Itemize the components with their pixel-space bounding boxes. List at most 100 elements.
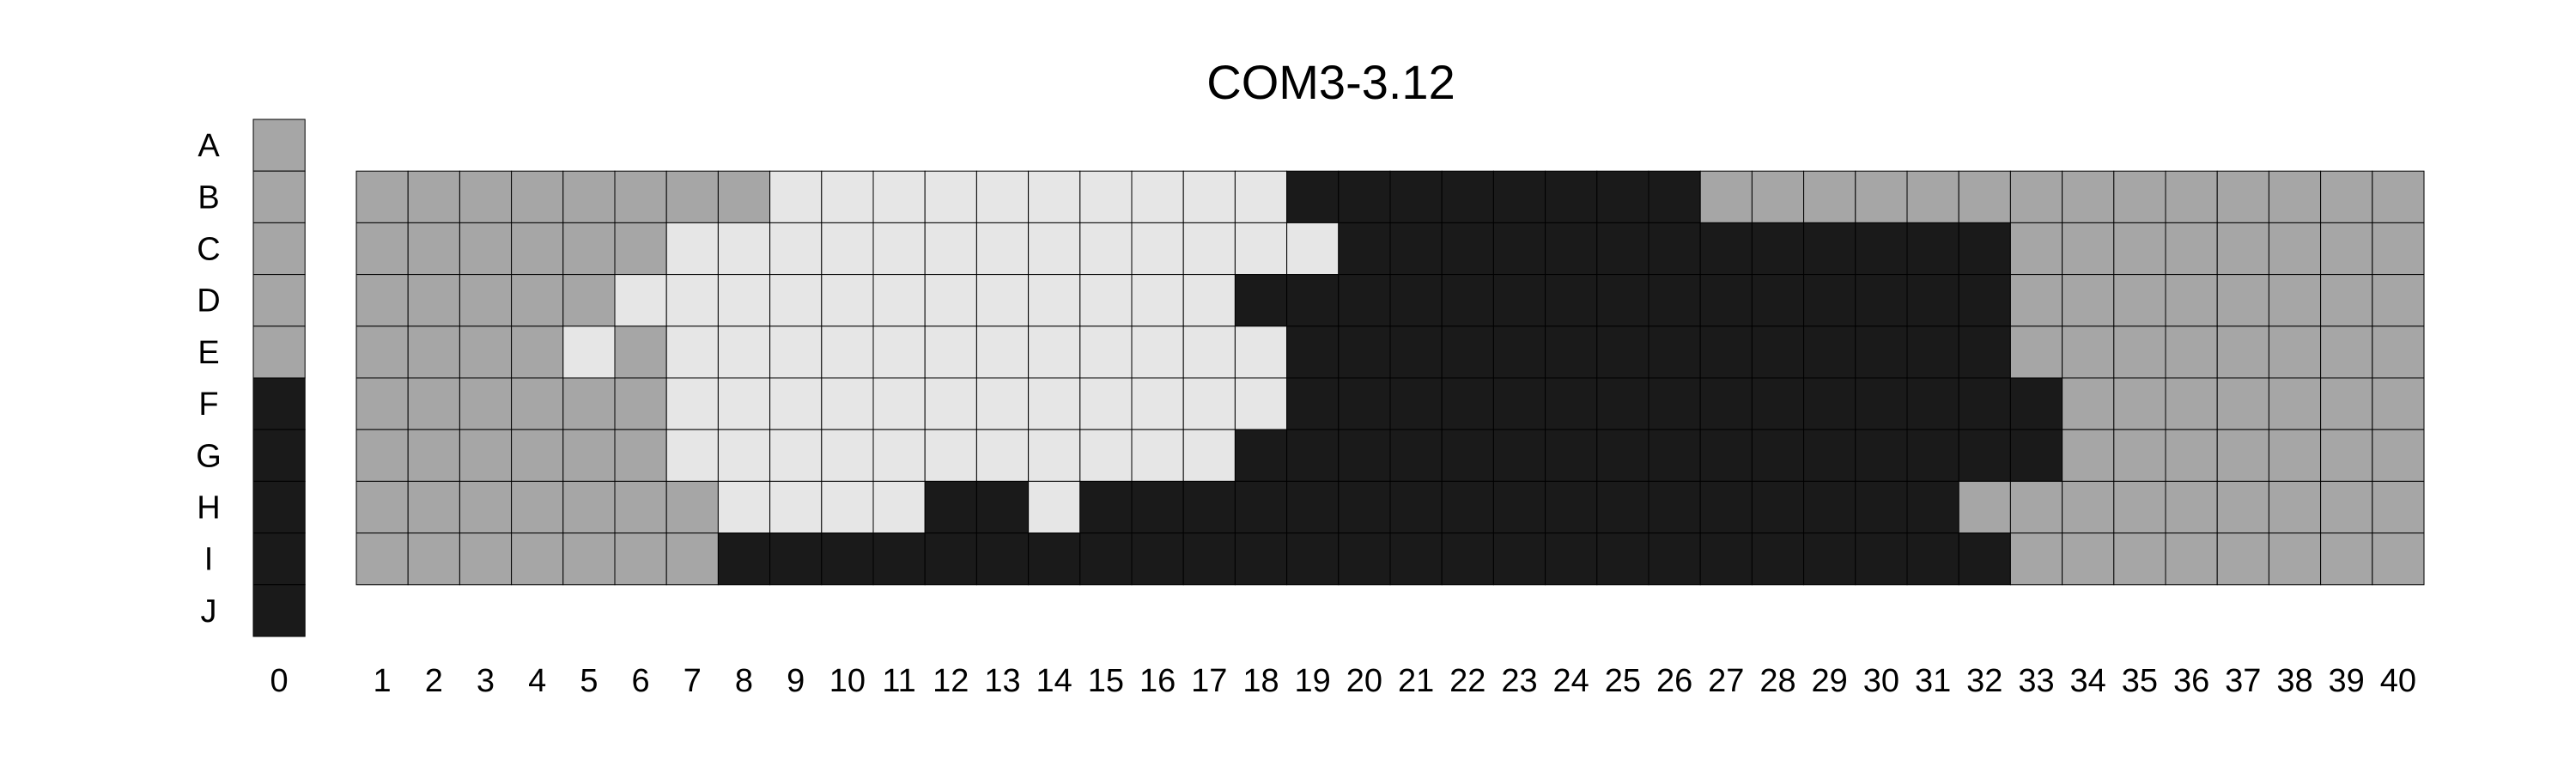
heatmap-cell xyxy=(355,377,409,430)
heatmap-cell xyxy=(821,429,874,482)
heatmap-cell xyxy=(665,377,719,430)
heatmap-cell xyxy=(1855,377,1908,430)
heatmap-cell xyxy=(1079,377,1133,430)
heatmap-cell xyxy=(1751,274,1805,327)
heatmap-cell xyxy=(1958,480,2011,534)
heatmap-cell xyxy=(975,377,1030,430)
chart-title: COM3-3.12 xyxy=(1206,55,1455,109)
heatmap-cell xyxy=(1545,377,1598,430)
heatmap-cell xyxy=(1906,326,1959,379)
x-tick-label: 30 xyxy=(1863,663,1899,699)
column-0-cell xyxy=(252,480,306,534)
heatmap-cell xyxy=(924,533,977,586)
heatmap-cell xyxy=(1596,533,1649,586)
heatmap-cell xyxy=(1751,480,1805,534)
heatmap-cell xyxy=(1286,274,1340,327)
heatmap-cell xyxy=(1906,429,1959,482)
heatmap-cell xyxy=(769,533,823,586)
heatmap-cell xyxy=(717,222,771,276)
heatmap-cell xyxy=(872,222,926,276)
x-tick-label: 0 xyxy=(270,663,289,699)
heatmap-cell xyxy=(1286,429,1340,482)
heatmap-cell xyxy=(1958,533,2011,586)
column-0-cell xyxy=(252,377,306,430)
heatmap-cell xyxy=(665,480,719,534)
heatmap-cell xyxy=(2320,480,2373,534)
heatmap-cell xyxy=(872,326,926,379)
heatmap-cell xyxy=(511,326,564,379)
heatmap-cell xyxy=(872,377,926,430)
heatmap-cell xyxy=(1906,274,1959,327)
x-tick-label: 31 xyxy=(1915,663,1951,699)
heatmap-cell xyxy=(769,429,823,482)
heatmap-cell xyxy=(872,429,926,482)
heatmap-cell xyxy=(1286,480,1340,534)
heatmap-cell xyxy=(1751,222,1805,276)
heatmap-cell xyxy=(1182,222,1236,276)
heatmap-cell xyxy=(1028,480,1081,534)
heatmap-cell xyxy=(1441,429,1494,482)
heatmap-cell xyxy=(2268,222,2322,276)
heatmap-cell xyxy=(407,326,460,379)
x-tick-label: 17 xyxy=(1191,663,1227,699)
heatmap-cell xyxy=(355,222,409,276)
heatmap-cell xyxy=(1699,429,1753,482)
heatmap-cell xyxy=(872,170,926,223)
heatmap-cell xyxy=(717,170,771,223)
heatmap-cell xyxy=(1699,274,1753,327)
heatmap-cell xyxy=(2268,170,2322,223)
x-tick-label: 26 xyxy=(1656,663,1692,699)
heatmap-cell xyxy=(1441,377,1494,430)
heatmap-cell xyxy=(355,480,409,534)
heatmap-cell xyxy=(1545,533,1598,586)
heatmap-cell xyxy=(1389,480,1443,534)
heatmap-cell xyxy=(2268,274,2322,327)
heatmap-cell xyxy=(821,222,874,276)
heatmap-cell xyxy=(2062,170,2115,223)
x-tick-label: 38 xyxy=(2276,663,2312,699)
heatmap-cell xyxy=(1751,533,1805,586)
column-0-cell xyxy=(252,429,306,482)
heatmap-cell xyxy=(459,480,513,534)
heatmap-cell xyxy=(1492,274,1546,327)
heatmap-cell xyxy=(1596,326,1649,379)
heatmap-cell xyxy=(2268,533,2322,586)
heatmap-cell xyxy=(1751,377,1805,430)
heatmap-cell xyxy=(355,429,409,482)
heatmap-cell xyxy=(1131,222,1184,276)
heatmap-cell xyxy=(1389,222,1443,276)
heatmap-grid xyxy=(355,170,2425,586)
heatmap-cell xyxy=(2320,377,2373,430)
x-tick-label: 23 xyxy=(1501,663,1537,699)
heatmap-cell xyxy=(1545,429,1598,482)
heatmap-cell xyxy=(665,170,719,223)
heatmap-cell xyxy=(2268,429,2322,482)
heatmap-cell xyxy=(1028,429,1081,482)
heatmap-cell xyxy=(511,480,564,534)
heatmap-cell xyxy=(665,222,719,276)
heatmap-cell xyxy=(614,377,667,430)
x-tick-label: 34 xyxy=(2070,663,2106,699)
heatmap-cell xyxy=(1338,533,1391,586)
heatmap-cell xyxy=(1389,377,1443,430)
row-label: I xyxy=(204,542,214,578)
heatmap-cell xyxy=(1028,533,1081,586)
heatmap-cell xyxy=(924,480,977,534)
heatmap-cell xyxy=(562,274,616,327)
x-tick-label: 4 xyxy=(528,663,546,699)
heatmap-cell xyxy=(1131,429,1184,482)
heatmap-cell xyxy=(872,480,926,534)
heatmap-cell xyxy=(614,533,667,586)
x-tick-label: 39 xyxy=(2329,663,2365,699)
heatmap-cell xyxy=(614,170,667,223)
heatmap-cell xyxy=(1803,222,1856,276)
heatmap-cell xyxy=(1079,222,1133,276)
heatmap-cell xyxy=(1596,480,1649,534)
heatmap-cell xyxy=(1699,533,1753,586)
heatmap-cell xyxy=(1131,377,1184,430)
heatmap-cell xyxy=(975,222,1030,276)
x-tick-label: 8 xyxy=(735,663,753,699)
heatmap-cell xyxy=(1492,429,1546,482)
heatmap-cell xyxy=(2062,326,2115,379)
heatmap-cell xyxy=(717,377,771,430)
